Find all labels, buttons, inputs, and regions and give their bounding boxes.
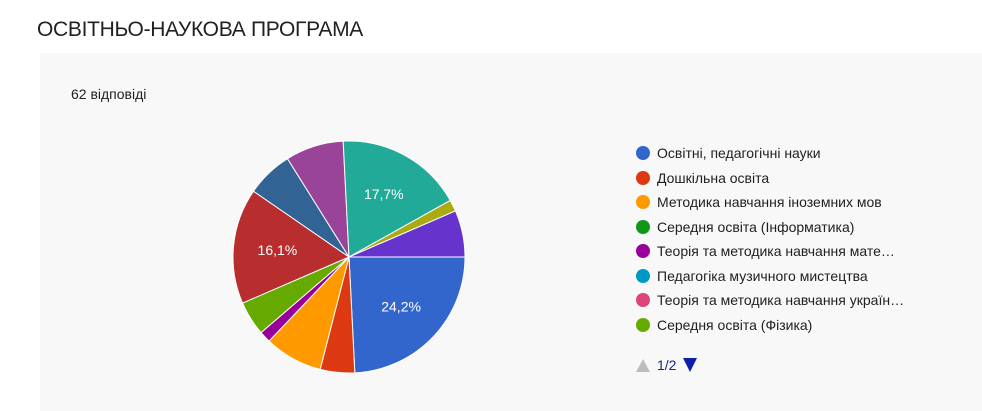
pie-slice-0[interactable] <box>348 256 466 374</box>
legend-item[interactable]: Теорія та методика навчання україн… <box>636 288 904 313</box>
legend-label: Дошкільна освіта <box>657 169 770 186</box>
legend-color-swatch <box>636 219 650 234</box>
responses-count: 62 відповіді <box>71 86 147 102</box>
legend-label: Теорія та методика навчання мате… <box>657 243 895 260</box>
legend-color-swatch <box>636 293 650 308</box>
legend-color-swatch <box>636 244 650 259</box>
legend-color-swatch <box>636 317 650 332</box>
slice-data-label: 16,1% <box>258 242 298 258</box>
legend-item[interactable]: Педагогіка музичного мистецтва <box>636 264 904 289</box>
legend-item[interactable]: Середня освіта (Інформатика) <box>636 215 904 240</box>
legend-item[interactable]: Середня освіта (Фізика) <box>636 313 904 338</box>
pie-chart: 24,2% 16,1% 17,7% <box>232 140 466 374</box>
chart-card: 62 відповіді 24,2% 16,1% 17,7% Освітні, пе… <box>40 53 982 411</box>
pie-slice-8[interactable] <box>232 190 351 304</box>
slice-data-label: 17,7% <box>364 186 404 202</box>
slice-data-label: 24,2% <box>381 299 421 315</box>
legend-label: Педагогіка музичного мистецтва <box>657 267 868 284</box>
pie-slice-13[interactable] <box>348 210 466 258</box>
page-up-icon <box>636 358 650 372</box>
legend-color-swatch <box>636 146 650 161</box>
page-title: ОСВІТНЬО-НАУКОВА ПРОГРАМА <box>37 18 364 41</box>
legend-label: Методика навчання іноземних мов <box>657 194 882 211</box>
legend-item[interactable]: Методика навчання іноземних мов <box>636 190 904 215</box>
legend-item[interactable]: Теорія та методика навчання мате… <box>636 239 904 264</box>
legend-label: Середня освіта (Фізика) <box>657 316 813 333</box>
chart-legend: Освітні, педагогічні науки Дошкільна осві… <box>636 141 904 337</box>
legend-pager: 1/2 <box>636 357 698 373</box>
legend-label: Середня освіта (Інформатика) <box>657 218 855 235</box>
page-indicator: 1/2 <box>657 357 677 373</box>
legend-label: Теорія та методика навчання україн… <box>657 292 905 309</box>
legend-color-swatch <box>636 195 650 210</box>
legend-label: Освітні, педагогічні науки <box>657 145 821 162</box>
legend-color-swatch <box>636 170 650 185</box>
legend-item[interactable]: Освітні, педагогічні науки <box>636 141 904 166</box>
legend-color-swatch <box>636 268 650 283</box>
pie-slice-11[interactable] <box>342 140 451 258</box>
page-down-icon[interactable] <box>683 358 698 372</box>
legend-item[interactable]: Дошкільна освіта <box>636 166 904 191</box>
